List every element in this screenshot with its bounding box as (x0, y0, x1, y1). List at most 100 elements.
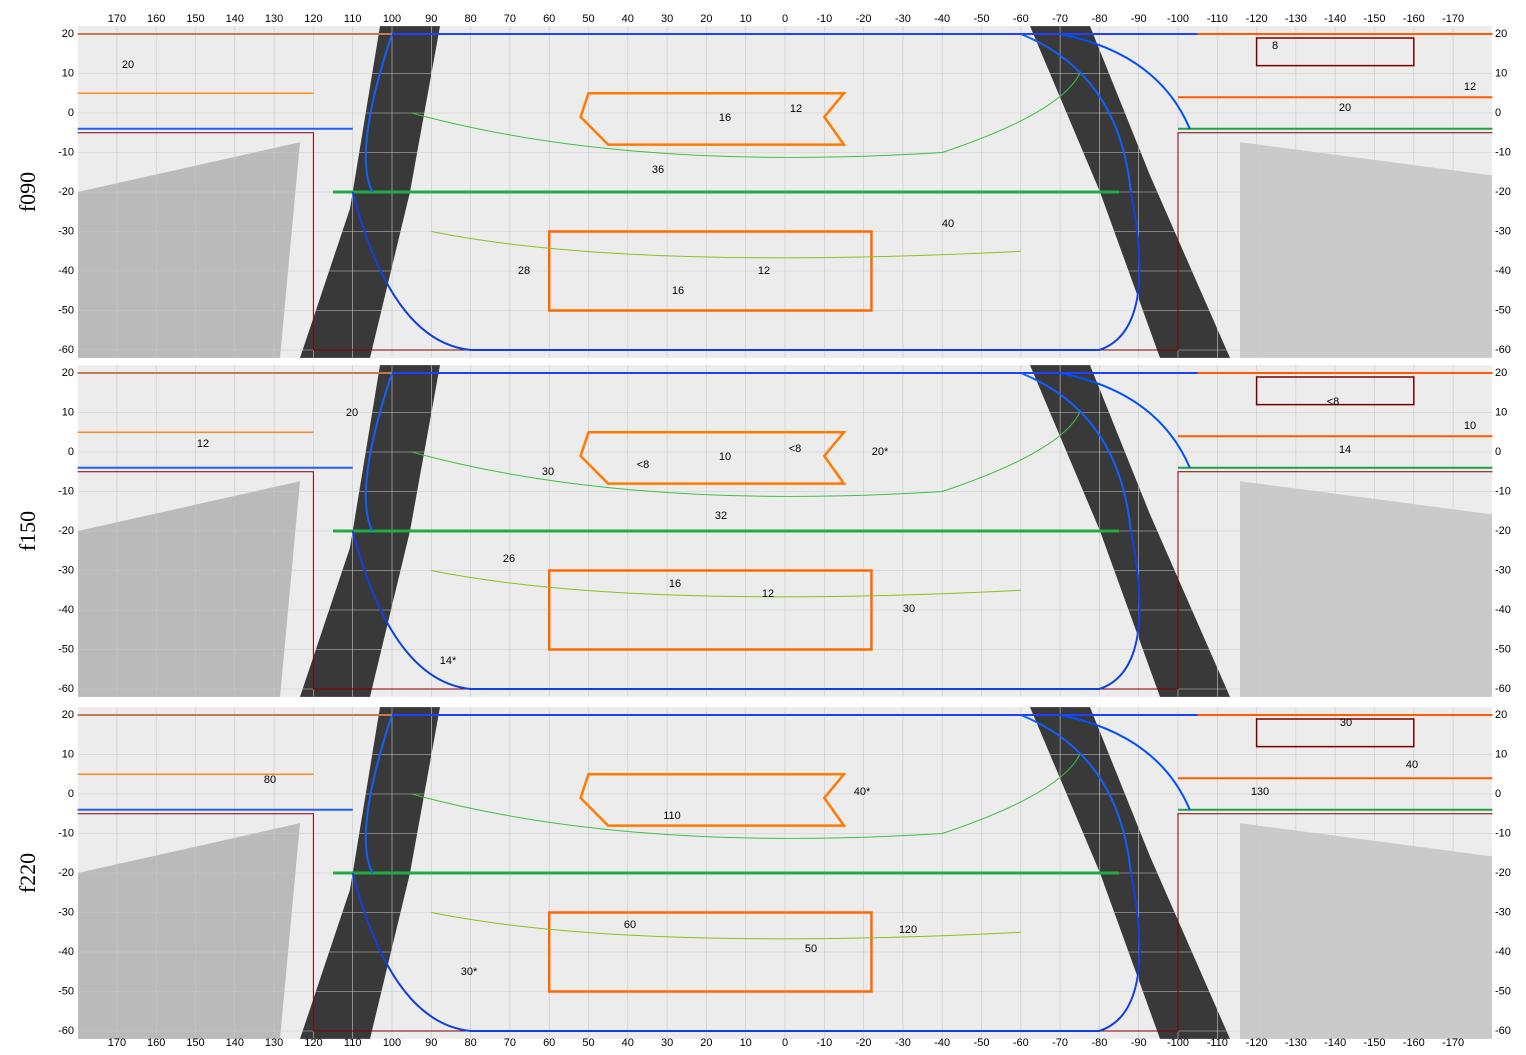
contour-label: <8 (789, 443, 802, 455)
x-tick-label: 140 (226, 1037, 244, 1049)
x-tick-label: 160 (147, 1037, 165, 1049)
x-tick-label: 120 (304, 13, 322, 25)
x-tick-label: 140 (226, 13, 244, 25)
y-tick-label: -30 (58, 906, 74, 918)
y-tick-label: -60 (1495, 683, 1511, 695)
y-tick-label: -30 (1495, 906, 1511, 918)
x-tick-label: -130 (1285, 13, 1307, 25)
x-tick-label: 170 (108, 1037, 126, 1049)
y-tick-label: -50 (1495, 304, 1511, 316)
contour-label: 110 (663, 810, 681, 822)
contour (1059, 714, 1191, 811)
contour-label: 20 (346, 407, 358, 419)
y-tick-label: 0 (68, 107, 74, 119)
contour-label: 16 (672, 285, 684, 297)
contour-label: 120 (899, 924, 917, 936)
contour (1020, 33, 1132, 193)
x-tick-label: -170 (1442, 13, 1464, 25)
contour-label: 30 (903, 603, 915, 615)
contour-label: 40* (854, 786, 871, 798)
x-tick-label: -40 (934, 1037, 950, 1049)
x-tick-label: -90 (1131, 13, 1147, 25)
contour-label: 40 (1406, 759, 1418, 771)
x-tick-label: 100 (383, 13, 401, 25)
x-tick-label: 70 (504, 13, 516, 25)
contour-label: 30 (542, 466, 554, 478)
x-tick-label: -100 (1167, 1037, 1189, 1049)
y-tick-label: 20 (62, 709, 74, 721)
y-tick-label: -10 (1495, 485, 1511, 497)
contour-label: 20 (1339, 102, 1351, 114)
contour-label: 10 (1464, 420, 1476, 432)
y-tick-label: -10 (1495, 827, 1511, 839)
x-tick-label: -160 (1403, 1037, 1425, 1049)
contour (547, 230, 873, 312)
contour-label: 26 (503, 553, 515, 565)
y-tick-label: -10 (58, 485, 74, 497)
x-tick-label: -110 (1207, 1037, 1228, 1049)
x-tick-label: 60 (543, 13, 555, 25)
y-tick-label: 0 (68, 788, 74, 800)
x-tick-label: -50 (974, 1037, 990, 1049)
contour-label: 12 (758, 265, 770, 277)
x-tick-label: 80 (464, 13, 476, 25)
contour (364, 714, 393, 874)
y-tick-label: -10 (1495, 146, 1511, 158)
map-panel (77, 365, 1493, 697)
x-tick-label: 110 (344, 13, 362, 25)
y-tick-label: 20 (62, 367, 74, 379)
x-tick-label: -140 (1324, 13, 1346, 25)
y-tick-label: -10 (58, 146, 74, 158)
y-tick-label: -60 (58, 1025, 74, 1037)
y-tick-label: -40 (58, 946, 74, 958)
contour (1059, 33, 1191, 130)
dust-region (78, 142, 300, 358)
contour (547, 911, 873, 993)
y-tick-label: -30 (1495, 564, 1511, 576)
x-tick-label: -30 (895, 13, 911, 25)
y-tick-label: -20 (1495, 867, 1511, 879)
x-tick-label: -40 (934, 13, 950, 25)
contour-label: 20 (122, 59, 134, 71)
y-tick-label: -30 (58, 225, 74, 237)
contour (1020, 714, 1132, 874)
contour-label: 14* (440, 655, 457, 667)
y-tick-label: -20 (1495, 525, 1511, 537)
x-tick-label: -90 (1131, 1037, 1147, 1049)
y-tick-label: 10 (62, 748, 74, 760)
x-tick-label: -30 (895, 1037, 911, 1049)
y-tick-label: -40 (58, 265, 74, 277)
contour (351, 530, 1141, 690)
x-tick-label: 40 (622, 13, 634, 25)
dust-region (78, 823, 300, 1039)
contour-label: 10 (719, 451, 731, 463)
contour (364, 33, 393, 193)
contour-label: 28 (518, 265, 530, 277)
contour-label: 12 (1464, 81, 1476, 93)
contour (77, 714, 392, 775)
x-tick-label: 0 (782, 1037, 788, 1049)
x-tick-label: -60 (1013, 13, 1029, 25)
contour (431, 912, 1021, 940)
map-panel (77, 707, 1493, 1039)
x-tick-label: 10 (740, 1037, 752, 1049)
y-tick-label: 0 (1495, 788, 1501, 800)
contour-label: 32 (715, 510, 727, 522)
x-tick-label: 80 (464, 1037, 476, 1049)
x-tick-label: -20 (856, 13, 872, 25)
x-tick-label: 90 (425, 13, 437, 25)
contour (351, 872, 1141, 1032)
contour (77, 33, 392, 94)
y-tick-label: 10 (1495, 67, 1507, 79)
x-tick-label: 50 (582, 13, 594, 25)
x-tick-label: 50 (582, 1037, 594, 1049)
x-tick-label: -70 (1052, 1037, 1068, 1049)
y-tick-label: -20 (58, 525, 74, 537)
y-tick-label: 10 (62, 67, 74, 79)
x-tick-label: -20 (856, 1037, 872, 1049)
x-tick-label: -130 (1285, 1037, 1307, 1049)
x-tick-label: -160 (1403, 13, 1425, 25)
contour (364, 372, 393, 532)
dust-region (1240, 481, 1492, 697)
